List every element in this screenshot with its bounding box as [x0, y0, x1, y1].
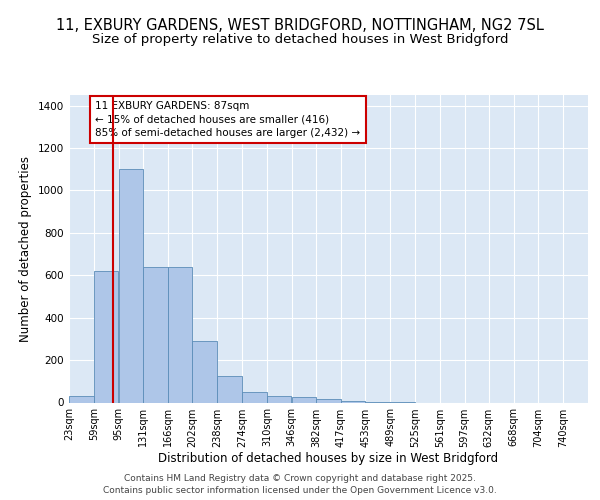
- Bar: [69, 396, 94, 402]
- Bar: [217, 376, 242, 402]
- Bar: [193, 341, 217, 402]
- Bar: [143, 267, 168, 402]
- Text: 11 EXBURY GARDENS: 87sqm
← 15% of detached houses are smaller (416)
85% of semi-: 11 EXBURY GARDENS: 87sqm ← 15% of detach…: [95, 102, 361, 138]
- Text: Size of property relative to detached houses in West Bridgford: Size of property relative to detached ho…: [92, 32, 508, 46]
- Bar: [167, 267, 192, 402]
- X-axis label: Distribution of detached houses by size in West Bridgford: Distribution of detached houses by size …: [158, 452, 499, 466]
- Bar: [242, 392, 266, 402]
- Text: 11, EXBURY GARDENS, WEST BRIDGFORD, NOTTINGHAM, NG2 7SL: 11, EXBURY GARDENS, WEST BRIDGFORD, NOTT…: [56, 18, 544, 32]
- Bar: [267, 396, 292, 402]
- Bar: [292, 397, 316, 402]
- Bar: [316, 400, 341, 402]
- Bar: [94, 271, 118, 402]
- Text: Contains HM Land Registry data © Crown copyright and database right 2025.
Contai: Contains HM Land Registry data © Crown c…: [103, 474, 497, 495]
- Y-axis label: Number of detached properties: Number of detached properties: [19, 156, 32, 342]
- Bar: [119, 169, 143, 402]
